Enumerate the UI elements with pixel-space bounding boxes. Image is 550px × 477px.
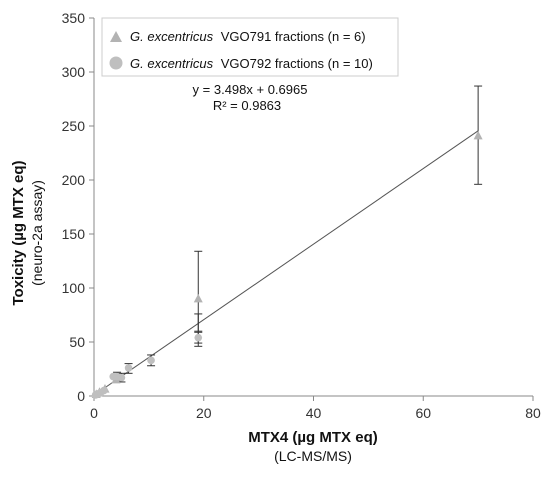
x-axis-title: MTX4 (µg MTX eq) bbox=[248, 429, 377, 446]
data-point-triangle bbox=[473, 130, 483, 140]
error-bars bbox=[113, 85, 483, 383]
tick-labels: 0 50 100 150 200 250 300 350 0 20 40 60 80 bbox=[62, 10, 541, 421]
data-point-circle bbox=[147, 356, 155, 365]
data-point-circle bbox=[124, 364, 133, 372]
y-tick-label: 300 bbox=[62, 64, 86, 80]
y-tick-label: 350 bbox=[62, 10, 86, 26]
legend-box bbox=[101, 17, 399, 77]
y-axis-subtitle: (neuro-2a assay) bbox=[29, 180, 45, 286]
legend-entry-2-italic: G. excentricus bbox=[130, 56, 214, 71]
x-tick-label: 80 bbox=[525, 405, 541, 421]
error-bar bbox=[194, 313, 203, 332]
legend-marker-triangle bbox=[110, 31, 122, 42]
trendline-line bbox=[93, 130, 479, 396]
data-points bbox=[91, 130, 483, 399]
legend-entry-1-italic: G. excentricus bbox=[130, 29, 214, 44]
data-point-circle bbox=[117, 373, 126, 382]
trendline bbox=[93, 130, 479, 396]
y-axis-title: Toxicity (µg MTX eq) bbox=[10, 160, 27, 305]
y-tick-label: 0 bbox=[77, 388, 85, 404]
legend-entry-1: G. excentricus VGO791 fractions (n = 6) bbox=[130, 29, 366, 44]
legend-entry-2: G. excentricus VGO792 fractions (n = 10) bbox=[130, 56, 373, 71]
y-tick-label: 250 bbox=[62, 118, 86, 134]
y-tick-label: 200 bbox=[62, 172, 86, 188]
x-tick-label: 0 bbox=[90, 405, 98, 421]
y-tick-label: 150 bbox=[62, 226, 86, 242]
data-point-circle bbox=[194, 333, 203, 342]
data-point-circle bbox=[100, 386, 108, 395]
trendline-r2: R² = 0.9863 bbox=[213, 98, 281, 113]
trendline-equation: y = 3.498x + 0.6965 bbox=[193, 82, 308, 97]
data-point-triangle bbox=[193, 293, 203, 303]
axes bbox=[89, 17, 534, 401]
x-axis-subtitle: (LC-MS/MS) bbox=[274, 448, 352, 464]
x-tick-label: 20 bbox=[196, 405, 212, 421]
legend-marker-circle bbox=[109, 56, 123, 70]
y-tick-label: 50 bbox=[69, 334, 85, 350]
legend: G. excentricus VGO791 fractions (n = 6) … bbox=[101, 17, 399, 77]
legend-entry-2-label: VGO792 fractions (n = 10) bbox=[221, 56, 373, 71]
x-tick-label: 60 bbox=[415, 405, 431, 421]
x-tick-label: 40 bbox=[306, 405, 322, 421]
legend-entry-1-label: VGO791 fractions (n = 6) bbox=[221, 29, 366, 44]
y-tick-label: 100 bbox=[62, 280, 86, 296]
